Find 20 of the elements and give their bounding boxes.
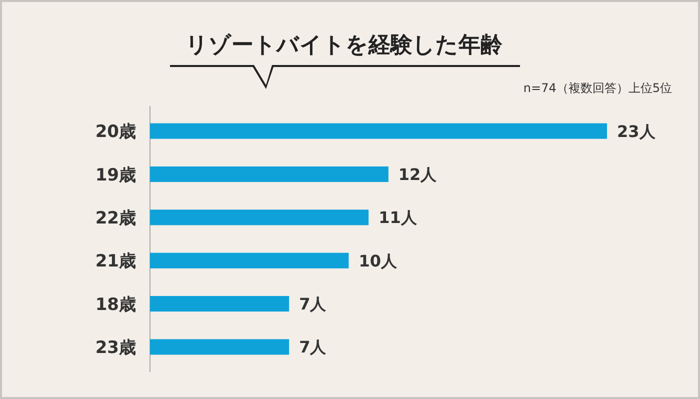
y-tick-label: 18歳 bbox=[95, 294, 136, 315]
y-tick-label: 23歳 bbox=[95, 338, 136, 358]
data-label: 7人 bbox=[299, 294, 328, 314]
chart-subtitle: n=74（複数回答）上位5位 bbox=[523, 81, 672, 95]
y-tick-label: 20歳 bbox=[95, 122, 136, 142]
bar bbox=[150, 123, 607, 139]
y-tick-label: 22歳 bbox=[95, 208, 136, 229]
bar bbox=[150, 166, 388, 182]
data-label: 11人 bbox=[378, 208, 418, 228]
y-tick-label: 19歳 bbox=[95, 165, 136, 186]
data-label: 12人 bbox=[398, 164, 438, 184]
bar bbox=[150, 210, 369, 226]
bar bbox=[150, 296, 290, 312]
bar bbox=[150, 339, 290, 355]
data-label: 7人 bbox=[299, 338, 328, 357]
bar bbox=[150, 252, 349, 268]
data-label: 23人 bbox=[617, 122, 656, 141]
chart-title: リゾートバイトを経験した年齢 bbox=[186, 33, 504, 58]
data-label: 10人 bbox=[358, 251, 398, 270]
y-tick-label: 21歳 bbox=[95, 252, 136, 272]
